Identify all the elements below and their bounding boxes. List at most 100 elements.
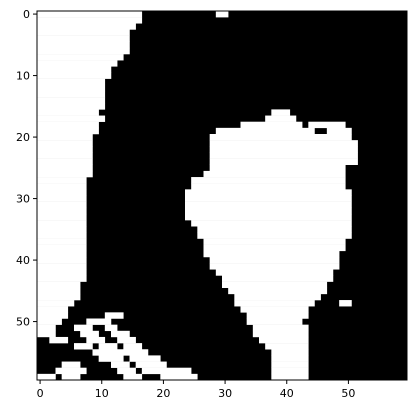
pixel-run (37, 152, 93, 159)
x-tick-label: 0 (37, 387, 44, 400)
pixel-run (252, 324, 309, 332)
pixel-run (129, 355, 161, 362)
pixel-run (37, 318, 62, 325)
pixel-run (37, 47, 130, 55)
pixel-run (228, 287, 328, 295)
pixel-run (80, 330, 99, 338)
pixel-run (222, 281, 328, 288)
pixel-run (86, 336, 106, 344)
pixel-run (37, 312, 69, 319)
pixel-run (209, 146, 358, 153)
pixel-run (37, 127, 99, 135)
pixel-run (308, 121, 346, 129)
pixel-run (246, 312, 309, 319)
pixel-run (111, 349, 130, 356)
pixel-run (37, 41, 130, 49)
pixel-run (271, 373, 309, 381)
pixel-run (185, 201, 352, 209)
pixel-run (252, 330, 309, 338)
pixel-run (246, 318, 303, 325)
pixel-run (37, 330, 56, 338)
x-tick-label: 30 (218, 387, 232, 400)
x-axis: 0 10 20 30 40 50 (37, 380, 355, 400)
x-tick-label: 20 (156, 387, 170, 400)
pixel-run (265, 343, 309, 350)
pixel-run (37, 60, 118, 67)
pixel-run (37, 66, 112, 73)
x-tick-label: 10 (95, 387, 109, 400)
pixel-run (123, 343, 143, 350)
pixel-run (37, 97, 106, 104)
y-tick-label: 40 (16, 254, 30, 267)
pixel-run (271, 361, 309, 368)
pixel-run (37, 146, 93, 153)
pixel-run (61, 373, 81, 381)
pixel-run (104, 324, 118, 332)
pixel-run (37, 17, 143, 24)
pixel-run (92, 349, 112, 356)
pixel-run (37, 183, 87, 190)
pixel-run (37, 23, 136, 30)
pixel-run (37, 220, 87, 227)
pixel-run (37, 170, 93, 178)
pixel-run (191, 177, 346, 184)
axes-frame (36, 10, 408, 381)
pixel-run (37, 90, 106, 98)
pixel-run (209, 263, 340, 270)
x-tick-label: 40 (280, 387, 294, 400)
pixel-run (37, 250, 87, 258)
pixel-run (37, 373, 56, 381)
pixel-run (111, 330, 130, 338)
pixel-run (185, 195, 352, 202)
pixel-run (37, 78, 106, 86)
pixel-run (37, 244, 87, 252)
pixel-run (37, 109, 99, 116)
pixel-run (37, 207, 87, 215)
pixel-run (123, 373, 143, 381)
pixel-run (209, 158, 358, 165)
pixel-run (203, 250, 340, 258)
pixel-run (222, 275, 334, 282)
pixel-run (37, 281, 81, 288)
image-cells (37, 11, 407, 381)
y-tick-label: 0 (23, 8, 30, 21)
pixel-run (203, 238, 346, 245)
pixel-run (209, 140, 358, 147)
pixel-run (111, 361, 130, 368)
pixel-run (37, 306, 69, 313)
pixel-run (37, 134, 93, 141)
pixel-run (215, 11, 229, 18)
pixel-run (37, 177, 87, 184)
pixel-run (37, 54, 124, 61)
pixel-run (104, 312, 124, 319)
pixel-run (265, 115, 297, 122)
pixel-run (61, 361, 81, 368)
pixel-run (209, 164, 346, 172)
pixel-run (185, 189, 352, 196)
pixel-run (37, 324, 56, 332)
pixel-run (326, 127, 352, 135)
y-tick-label: 30 (16, 193, 30, 206)
pixel-run (86, 318, 112, 325)
pixel-run (37, 287, 81, 295)
x-tick-label: 50 (341, 387, 355, 400)
pixel-run (271, 349, 309, 356)
pixel-run (271, 109, 291, 116)
pixel-run (37, 213, 87, 221)
pixel-run (37, 72, 112, 79)
pixel-run (37, 300, 75, 307)
y-tick-label: 50 (16, 316, 30, 329)
pixel-run (203, 170, 346, 178)
pixel-run (259, 336, 309, 344)
pixel-run (197, 226, 352, 233)
pixel-run (141, 367, 192, 375)
pixel-run (37, 115, 106, 122)
pixel-run (37, 263, 87, 270)
pixel-run (234, 300, 315, 307)
pixel-run (37, 103, 106, 110)
pixel-run (37, 269, 87, 276)
pixel-run (37, 195, 87, 202)
pixel-run (37, 35, 130, 42)
y-tick-label: 10 (16, 70, 30, 83)
